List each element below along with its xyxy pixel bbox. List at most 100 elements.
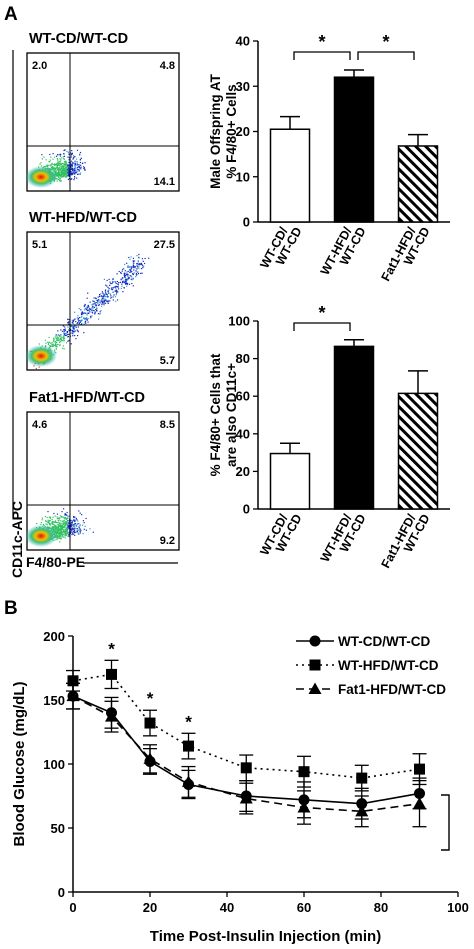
flow-dot [62,172,64,174]
flow-dot [114,286,116,288]
flow-dot [62,167,64,169]
flow-dot [59,523,61,525]
flow-dot [66,520,68,522]
flow-dot [41,154,43,156]
flow-dot [51,168,54,170]
flow-dot [48,520,50,522]
flow-dot [61,511,63,513]
flow-dot [74,335,76,337]
flow-dot [55,335,57,337]
flow-dot [58,339,60,341]
flow-dot [58,517,60,519]
line-y-axis-label: Blood Glucose (mg/dL) [11,682,28,847]
flow-dot [66,174,68,176]
flow-dot [64,513,66,515]
flow-dot [124,275,126,277]
flow-dot [79,173,81,175]
bar-y-tick-label: 60 [236,389,250,404]
flow-dot [45,520,47,522]
flow-dot [94,313,96,315]
flow-dot [57,175,59,177]
flow-dot [59,517,61,519]
flow-dot [125,273,127,275]
flow-dot [62,516,64,518]
flow-dot [72,162,74,164]
flow-dot [56,528,58,530]
flow-dot [130,270,132,272]
flow-dot [95,304,97,306]
significance-star: * [318,303,325,323]
flow-dot [70,328,72,330]
flow-dot [59,163,61,165]
flow-dot [54,156,56,158]
flow-dot [74,160,76,162]
flow-dot [66,528,68,530]
flow-dot [56,527,58,529]
flow-dot [77,319,79,321]
flow-dot [105,300,108,302]
flow-dot [45,520,47,522]
flow-dot [55,171,57,173]
flow-dot [65,532,67,534]
flow-dot [142,260,144,262]
flow-dot [115,292,118,294]
flow-dot [117,291,119,293]
flow-dot [63,519,65,522]
flow-dot [128,266,130,268]
flow-dot [76,530,78,532]
flow-dot [75,531,77,533]
flow-dot [67,531,69,533]
flow-dot [135,273,137,275]
flow-dot [67,336,69,338]
flow-dot [58,522,60,524]
flow-dot [121,270,123,272]
significance-star: * [147,689,154,708]
flow-dot [80,168,82,170]
flow-dot [81,311,83,313]
flow-dot [78,166,80,168]
bar [333,345,375,510]
flow-dot [77,322,79,324]
flow-dot [61,337,63,339]
flow-dot [52,163,54,165]
flow-dot [45,159,47,161]
flow-dot [73,517,75,519]
flow-dot [109,284,111,286]
legend-label: WT-HFD/WT-CD [338,658,439,673]
flow-hotspot [25,525,57,547]
bar-y-tick-label: 10 [236,169,250,184]
significance-bracket [357,51,415,60]
flow-dot [91,304,93,306]
flow-dot [57,172,59,174]
flow-dot [72,533,75,535]
flow-dot [74,172,76,174]
flow-dot [62,171,64,174]
flow-dot [112,299,114,301]
flow-dot [38,343,40,345]
flow-dot [62,529,65,531]
flow-dot [126,271,128,273]
flow-dot [72,169,75,171]
flow-dot [142,267,144,269]
flow-dot [80,320,82,322]
flow-dot [66,165,68,167]
flow-dot [96,300,99,302]
flow-dot [55,348,57,350]
flow-dot [60,175,62,177]
flow-dot [67,340,69,342]
flow-hotspot [25,345,57,367]
flow-dot [60,528,62,530]
flow-dot [41,158,43,160]
flow-dot [63,522,65,524]
flow-dot [45,342,47,344]
flow-dot [64,525,66,527]
flow-dot [102,297,104,299]
flow-dot [45,523,47,525]
flow-dot [60,329,62,331]
flow-dot [105,293,107,295]
flow-dot [92,307,94,309]
flow-dot [72,329,74,331]
flow-dot [76,173,79,175]
flow-dot [99,295,101,297]
flow-dot [68,339,70,342]
